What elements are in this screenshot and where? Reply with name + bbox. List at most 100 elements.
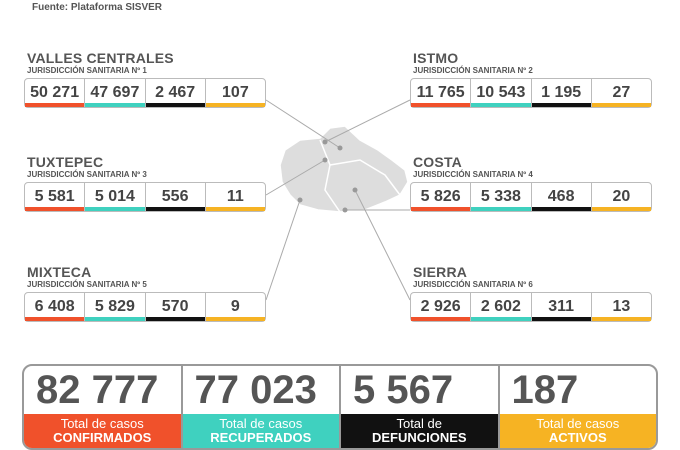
color-bar [591,103,651,107]
value-text: 556 [161,188,189,205]
label-line: Total de casos [60,416,144,431]
region-jurisdiction: JURISDICCIÓN SANITARIA Nº 5 [27,280,147,289]
color-bar [145,103,205,107]
label-line: Total de casos [219,416,303,431]
color-bar [471,207,531,211]
value-text: 570 [161,298,189,315]
total-label: Total de casos ACTIVOS [499,414,656,448]
region-jurisdiction: JURISDICCIÓN SANITARIA Nº 3 [27,170,147,179]
value-text: 6 408 [34,298,75,315]
region-name: MIXTECA [27,264,92,280]
value-text: 5 826 [420,188,461,205]
label-line: Total de casos [536,416,620,431]
color-bar [205,207,265,211]
region-jurisdiction: JURISDICCIÓN SANITARIA Nº 1 [27,66,147,75]
color-bar [471,103,531,107]
color-bar [531,207,591,211]
total-label: Total de DEFUNCIONES [341,414,498,448]
total-value: 77 023 [194,367,317,412]
color-bar [205,317,265,321]
region-value: 5 826 [411,183,472,211]
color-bar [411,103,471,107]
region-value: 556 [145,183,206,211]
region-panel: TUXTEPEC JURISDICCIÓN SANITARIA Nº 3 5 581… [24,154,266,212]
value-text: 11 [226,188,244,205]
region-value: 468 [531,183,592,211]
color-bar [411,207,471,211]
source-note: Fuente: Plataforma SISVER [32,2,163,13]
value-text: 5 829 [94,298,135,315]
label-line: CONFIRMADOS [53,430,152,445]
value-text: 11 765 [416,84,465,101]
value-text: 1 195 [541,84,582,101]
region-border [329,159,401,196]
region-name: ISTMO [413,50,459,66]
value-text: 10 543 [476,84,526,101]
region-value: 20 [591,183,651,211]
value-text: 50 271 [30,84,80,101]
region-values: 5 826 5 338 468 20 [410,182,652,212]
total-value: 187 [511,367,579,412]
region-value: 6 408 [25,293,86,321]
value-text: 5 014 [94,188,135,205]
color-bar [591,207,651,211]
region-values: 2 926 2 602 311 13 [410,292,652,322]
region-value: 47 697 [85,79,146,107]
label-line: RECUPERADOS [210,430,312,445]
value-text: 9 [230,298,240,315]
total-cell: 82 777 Total de casos CONFIRMADOS [24,366,183,448]
value-text: 47 697 [90,84,140,101]
color-bar [25,207,85,211]
label-line: ACTIVOS [548,430,607,445]
region-value: 5 829 [85,293,146,321]
value-text: 2 926 [420,298,461,315]
region-panel: MIXTECA JURISDICCIÓN SANITARIA Nº 5 6 408 5… [24,264,266,322]
total-cell: 5 567 Total de DEFUNCIONES [341,366,500,448]
value-text: 2 602 [480,298,521,315]
value-text: 27 [612,84,631,101]
region-jurisdiction: JURISDICCIÓN SANITARIA Nº 2 [413,66,533,75]
value-text: 2 467 [155,84,196,101]
region-panel: COSTA JURISDICCIÓN SANITARIA Nº 4 5 826 5 3… [410,154,652,212]
color-bar [85,207,145,211]
region-values: 11 765 10 543 1 195 27 [410,78,652,108]
color-bar [411,317,471,321]
region-values: 50 271 47 697 2 467 107 [24,78,266,108]
region-value: 2 926 [411,293,472,321]
state-shape [279,125,409,213]
region-value: 570 [145,293,206,321]
region-border [319,139,341,213]
region-value: 11 [205,183,265,211]
region-values: 6 408 5 829 570 9 [24,292,266,322]
label-line: DEFUNCIONES [371,430,467,445]
region-value: 5 338 [471,183,532,211]
value-text: 468 [547,188,575,205]
region-panel: VALLES CENTRALES JURISDICCIÓN SANITARIA N… [24,50,266,108]
map-points [297,139,358,213]
region-value: 27 [591,79,651,107]
color-bar [25,317,85,321]
region-value: 2 467 [145,79,206,107]
label-line: Total de [396,416,443,431]
region-value: 13 [591,293,651,321]
region-value: 9 [205,293,265,321]
total-cell: 187 Total de casos ACTIVOS [499,366,656,448]
total-cell: 77 023 Total de casos RECUPERADOS [182,366,341,448]
total-value: 82 777 [36,367,159,412]
connectors [265,99,411,301]
region-value: 5 014 [85,183,146,211]
value-text: 13 [612,298,631,315]
region-value: 10 543 [471,79,532,107]
value-text: 5 581 [34,188,75,205]
region-name: TUXTEPEC [27,154,104,170]
region-value: 50 271 [25,79,86,107]
region-jurisdiction: JURISDICCIÓN SANITARIA Nº 6 [413,280,533,289]
value-text: 20 [612,188,631,205]
color-bar [205,103,265,107]
color-bar [531,103,591,107]
region-value: 107 [205,79,265,107]
region-name: COSTA [413,154,462,170]
